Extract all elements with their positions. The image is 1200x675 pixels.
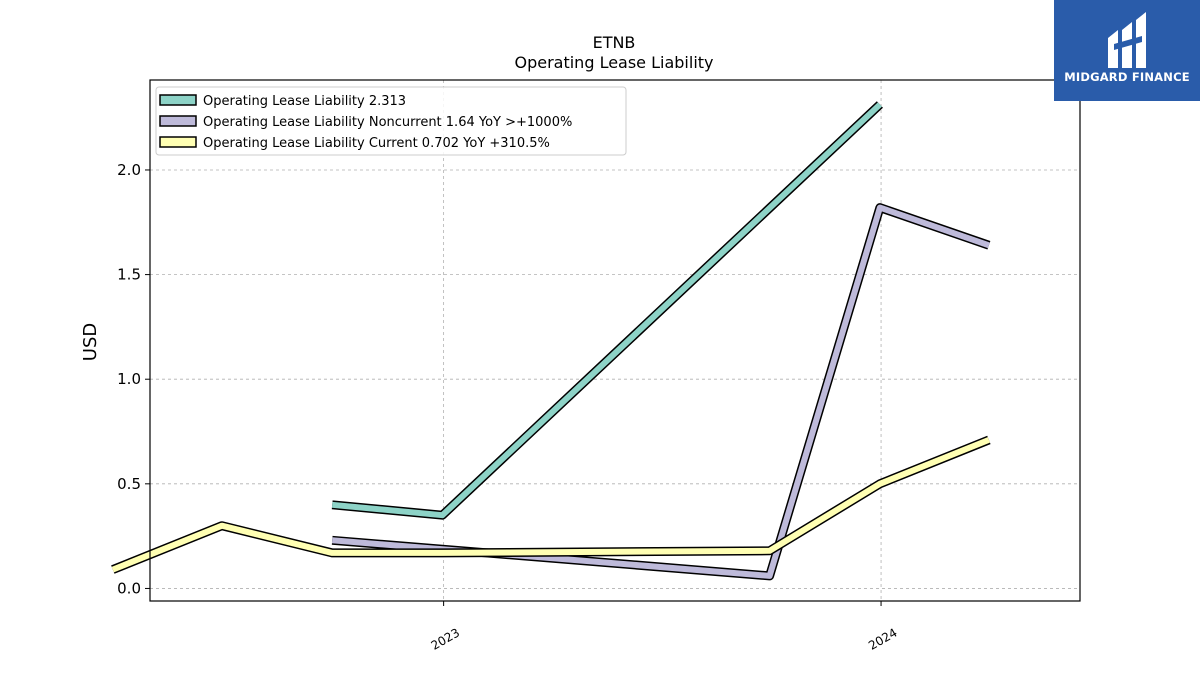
chart-subtitle: Operating Lease Liability xyxy=(514,53,713,72)
series-layer xyxy=(111,101,991,581)
brand-name: MIDGARD FINANCE xyxy=(1064,70,1190,84)
axes: 0.0 0.5 1.0 1.5 2.0 2023 2024 xyxy=(117,161,899,653)
legend-label: Operating Lease Liability 2.313 xyxy=(203,94,406,109)
series-line-outline xyxy=(331,101,883,520)
legend-swatch xyxy=(159,136,197,148)
legend-item: Operating Lease Liability Current 0.702 … xyxy=(159,136,550,151)
chart-title: ETNB xyxy=(593,33,636,52)
legend-swatch xyxy=(159,115,197,127)
brand-logo: MIDGARD FINANCE xyxy=(1054,0,1200,101)
legend-label: Operating Lease Liability Noncurrent 1.6… xyxy=(203,115,572,130)
series-3 xyxy=(111,435,991,574)
x-tick-label: 2024 xyxy=(866,625,899,652)
grid xyxy=(150,80,1080,601)
legend-swatch xyxy=(159,94,197,106)
series-2 xyxy=(331,203,991,581)
y-tick-label: 0.0 xyxy=(117,579,141,597)
y-tick-label: 1.0 xyxy=(117,370,141,388)
x-tick-label: 2023 xyxy=(429,625,462,652)
y-tick-label: 1.5 xyxy=(117,266,141,284)
series-line-outline xyxy=(331,203,991,581)
legend-item: Operating Lease Liability Noncurrent 1.6… xyxy=(159,115,572,130)
y-tick-label: 2.0 xyxy=(117,161,141,179)
midgard-logo-icon xyxy=(1108,12,1146,68)
legend-item: Operating Lease Liability 2.313 xyxy=(159,94,406,109)
series-line xyxy=(331,204,990,579)
legend-label: Operating Lease Liability Current 0.702 … xyxy=(203,136,550,151)
series-line xyxy=(111,437,991,573)
series-line xyxy=(331,102,882,519)
plot-frame xyxy=(149,79,1081,602)
y-tick-label: 0.5 xyxy=(117,475,141,493)
legend-box xyxy=(155,86,627,156)
series-1 xyxy=(331,101,883,520)
legend: Operating Lease Liability 2.313 Operating… xyxy=(155,86,627,156)
y-axis-label: USD xyxy=(80,323,101,361)
